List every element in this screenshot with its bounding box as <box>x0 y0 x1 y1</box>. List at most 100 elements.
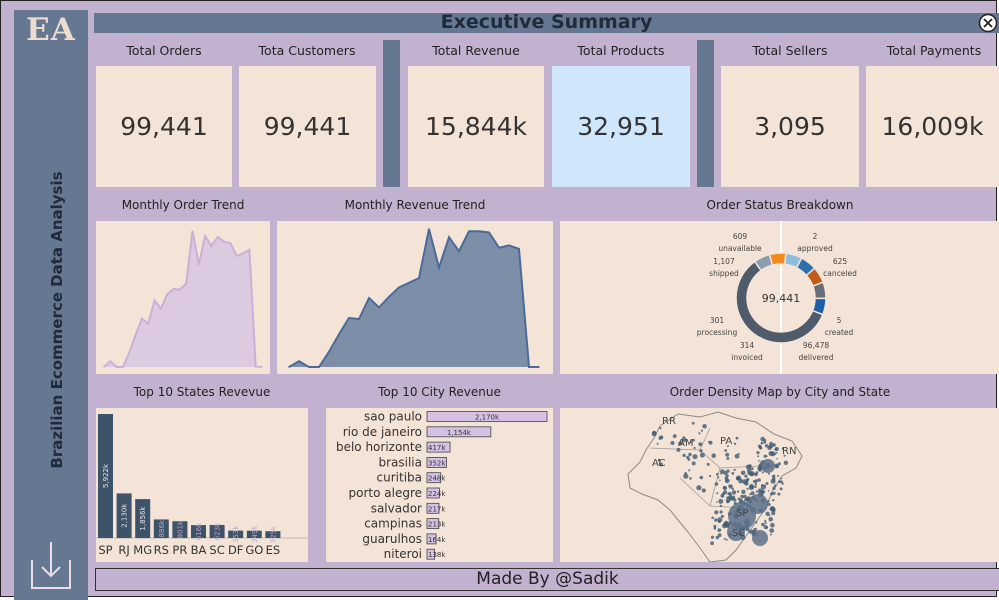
data-point[interactable] <box>468 230 470 233</box>
data-point[interactable] <box>438 266 440 269</box>
data-point[interactable] <box>418 277 420 279</box>
data-point[interactable] <box>223 241 225 243</box>
monthly-order-chart[interactable] <box>96 221 270 374</box>
data-point[interactable] <box>518 248 520 250</box>
data-point[interactable] <box>229 242 232 244</box>
data-point[interactable] <box>261 366 263 368</box>
state-bar-BA[interactable] <box>191 525 206 538</box>
state-bar-SP[interactable] <box>98 414 113 538</box>
kpi-total-orders[interactable]: 99,441 <box>96 66 232 187</box>
data-point[interactable] <box>488 231 490 234</box>
data-point[interactable] <box>428 228 430 230</box>
data-point[interactable] <box>318 366 320 368</box>
city-bar[interactable] <box>426 518 440 529</box>
data-point[interactable] <box>141 317 143 320</box>
monthly-revenue-chart[interactable] <box>277 221 553 374</box>
state-bar-MG[interactable] <box>135 499 151 538</box>
kpi-total-customers[interactable]: 99,441 <box>239 66 376 187</box>
data-point[interactable] <box>166 293 168 296</box>
kpi-total-revenue[interactable]: 15,844k <box>408 66 544 187</box>
data-point[interactable] <box>528 366 530 368</box>
data-point[interactable] <box>388 296 390 298</box>
data-point[interactable] <box>458 250 460 253</box>
data-point[interactable] <box>398 286 400 289</box>
data-point[interactable] <box>368 297 370 299</box>
monthly-revenue-panel[interactable] <box>277 221 553 374</box>
data-point[interactable] <box>122 366 124 368</box>
status-donut-chart[interactable]: 99,441 609 unavailable 2 approved 1,107 … <box>560 221 999 374</box>
kpi-total-sellers[interactable]: 3,095 <box>721 66 859 187</box>
data-point[interactable] <box>308 366 310 368</box>
status-panel[interactable]: 99,441 609 unavailable 2 approved 1,107 … <box>560 221 999 374</box>
kpi-total-products[interactable]: 32,951 <box>552 66 690 187</box>
data-point[interactable] <box>378 306 380 309</box>
data-point[interactable] <box>179 288 181 291</box>
close-icon[interactable] <box>978 13 998 33</box>
city-bar[interactable] <box>426 533 437 545</box>
cities-panel[interactable]: sao paulo 2,170k rio de janeiro 1,154k belo … <box>326 408 553 562</box>
state-bar-DF[interactable] <box>228 530 244 538</box>
data-point[interactable] <box>153 299 156 302</box>
city-bar[interactable] <box>426 472 442 484</box>
data-point[interactable] <box>508 244 510 247</box>
states-panel[interactable]: 5,922k SP 2,130k RJ 1,856k MG 886k RS 801k PR 616k… <box>96 408 308 562</box>
state-bar-RS[interactable] <box>153 519 169 538</box>
data-point[interactable] <box>242 252 244 255</box>
city-bar[interactable] <box>426 411 548 422</box>
city-bar[interactable] <box>426 487 440 499</box>
order-density-dots[interactable] <box>651 421 789 546</box>
density-bubble[interactable] <box>761 459 775 473</box>
city-bar[interactable] <box>426 426 492 438</box>
data-point[interactable] <box>254 365 257 368</box>
state-bar-ES[interactable] <box>265 531 281 538</box>
data-point[interactable] <box>358 318 360 320</box>
download-icon[interactable] <box>30 540 72 592</box>
density-bubble[interactable] <box>728 502 756 530</box>
donut-slice-approved[interactable] <box>811 297 827 316</box>
data-point[interactable] <box>448 236 450 238</box>
data-point[interactable] <box>498 246 500 249</box>
data-point[interactable] <box>185 282 187 285</box>
data-point[interactable] <box>298 360 300 362</box>
data-point[interactable] <box>172 288 175 290</box>
data-point[interactable] <box>235 255 238 257</box>
density-bubble[interactable] <box>748 494 768 514</box>
data-point[interactable] <box>348 317 350 319</box>
density-bubble[interactable] <box>727 523 745 541</box>
data-point[interactable] <box>115 366 118 368</box>
data-point[interactable] <box>128 351 131 354</box>
data-point[interactable] <box>103 366 105 368</box>
data-point[interactable] <box>210 244 213 247</box>
data-point[interactable] <box>328 350 330 353</box>
data-point[interactable] <box>204 235 206 237</box>
data-point[interactable] <box>134 334 137 336</box>
data-point[interactable] <box>478 230 480 233</box>
data-point[interactable] <box>338 333 340 336</box>
city-bar[interactable] <box>426 502 440 514</box>
kpi-total-payments[interactable]: 16,009k <box>866 66 999 187</box>
data-point[interactable] <box>408 281 410 284</box>
brazil-density-map[interactable]: RR AM PA RN AC SP SC <box>560 408 999 562</box>
data-point[interactable] <box>198 263 200 266</box>
data-point[interactable] <box>109 360 112 362</box>
cities-bar-chart[interactable]: sao paulo 2,170k rio de janeiro 1,154k belo … <box>326 408 553 562</box>
data-point[interactable] <box>288 366 290 368</box>
donut-slice-created[interactable] <box>811 281 827 300</box>
city-bar[interactable] <box>426 441 451 453</box>
data-point[interactable] <box>248 248 251 251</box>
city-bar[interactable] <box>426 457 447 468</box>
density-bubble[interactable] <box>752 530 768 546</box>
monthly-order-panel[interactable] <box>96 221 270 374</box>
donut-slice-canceled[interactable] <box>768 252 787 267</box>
data-point[interactable] <box>147 322 150 325</box>
state-bar-PR[interactable] <box>172 521 188 538</box>
city-bar[interactable] <box>426 548 436 560</box>
state-bar-GO[interactable] <box>246 530 262 538</box>
data-point[interactable] <box>538 366 540 368</box>
map-panel[interactable]: RR AM PA RN AC SP SC <box>560 408 999 562</box>
state-bar-RJ[interactable] <box>116 493 132 538</box>
states-bar-chart[interactable]: 5,922k SP 2,130k RJ 1,856k MG 886k RS 801k PR 616k… <box>96 408 308 562</box>
data-point[interactable] <box>216 236 219 238</box>
data-point[interactable] <box>191 230 194 232</box>
state-bar-SC[interactable] <box>209 524 225 538</box>
